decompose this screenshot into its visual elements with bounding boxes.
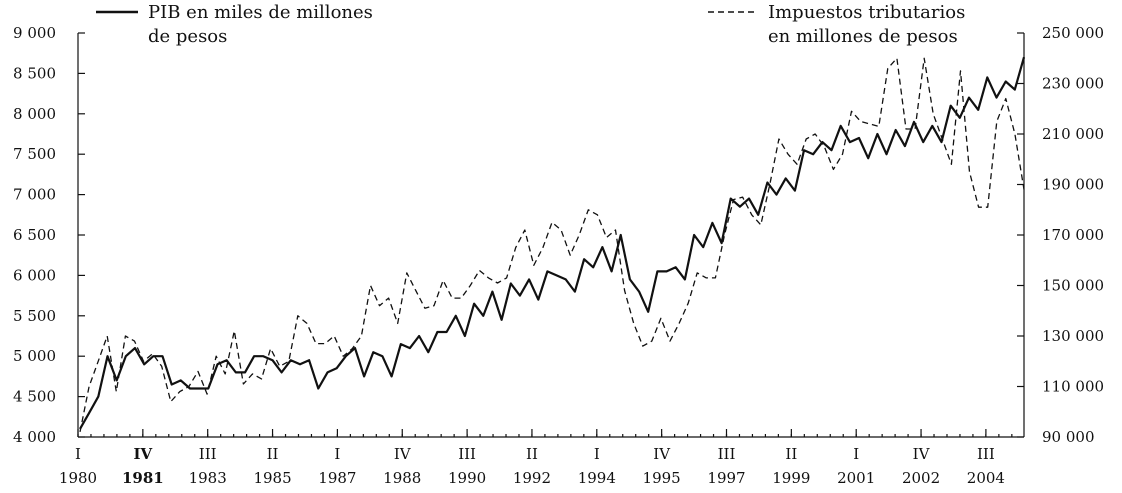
x-tick-label-quarter: III <box>718 445 736 463</box>
x-tick-label-year: 1981 <box>122 469 164 487</box>
x-tick-label-quarter: IV <box>913 445 931 463</box>
y-right-tick-label: 130 000 <box>1042 327 1104 345</box>
x-tick-label-year: 1987 <box>318 469 356 487</box>
series-layer <box>79 56 1026 433</box>
y-left-tick-label: 5 500 <box>13 307 56 325</box>
axes: 4 000 4 500 5 000 5 500 6 000 6 500 7 000 7 500… <box>13 24 1104 487</box>
x-tick-label-quarter: IV <box>134 445 153 463</box>
x-tick-label-year: 1992 <box>513 469 551 487</box>
legend-right-label-line2: en millones de pesos <box>768 26 958 47</box>
x-tick-label-quarter: I <box>75 445 81 463</box>
y-left-tick-label: 6 000 <box>13 266 56 284</box>
x-tick-label-quarter: I <box>853 445 859 463</box>
y-right-tick-label: 250 000 <box>1042 24 1104 42</box>
legend: PIB en miles de millones de pesos Impues… <box>96 2 965 47</box>
legend-right-label-line1: Impuestos tributarios <box>768 2 965 23</box>
y-left-tick-label: 4 500 <box>13 388 56 406</box>
legend-left-label-line2: de pesos <box>148 26 227 47</box>
y-left-tick-label: 7 000 <box>13 186 56 204</box>
y-right-tick-label: 210 000 <box>1042 125 1104 143</box>
y-right-tick-label: 90 000 <box>1042 428 1095 446</box>
series-line-pib <box>79 56 1026 430</box>
x-tick-label-year: 1980 <box>59 469 97 487</box>
y-left-tick-label: 8 000 <box>13 105 56 123</box>
x-tick-label-year: 1997 <box>707 469 745 487</box>
x-tick-label-year: 1983 <box>189 469 227 487</box>
y-left-tick-label: 8 500 <box>13 64 56 82</box>
x-tick-label-year: 2002 <box>902 469 940 487</box>
x-tick-label-quarter: I <box>594 445 600 463</box>
x-tick-label-year: 2001 <box>837 469 875 487</box>
y-left-tick-label: 9 000 <box>13 24 56 42</box>
x-tick-label-year: 1985 <box>253 469 291 487</box>
y-right-tick-label: 230 000 <box>1042 75 1104 93</box>
series-line-impuestos <box>79 57 1025 433</box>
y-left-tick-label: 6 500 <box>13 226 56 244</box>
x-tick-label-quarter: III <box>977 445 995 463</box>
y-right-tick-label: 190 000 <box>1042 176 1104 194</box>
x-tick-label-quarter: III <box>458 445 476 463</box>
x-tick-label-quarter: II <box>267 445 279 463</box>
x-tick-label-quarter: I <box>334 445 340 463</box>
x-tick-label-quarter: II <box>785 445 797 463</box>
y-left-tick-label: 4 000 <box>13 428 56 446</box>
x-tick-label-quarter: III <box>199 445 217 463</box>
x-tick-label-year: 1990 <box>448 469 486 487</box>
y-right-tick-label: 150 000 <box>1042 277 1104 295</box>
x-tick-label-year: 1994 <box>578 469 616 487</box>
x-tick-label-quarter: IV <box>653 445 671 463</box>
y-left-tick-label: 7 500 <box>13 145 56 163</box>
x-tick-label-year: 1988 <box>383 469 421 487</box>
y-right-tick-label: 170 000 <box>1042 226 1104 244</box>
x-tick-label-quarter: IV <box>394 445 412 463</box>
y-left-tick-label: 5 000 <box>13 347 56 365</box>
y-right-tick-label: 110 000 <box>1042 378 1104 396</box>
legend-left-label-line1: PIB en miles de millones <box>148 2 373 23</box>
x-tick-label-year: 1999 <box>772 469 810 487</box>
x-tick-label-quarter: II <box>526 445 538 463</box>
x-tick-label-year: 2004 <box>967 469 1005 487</box>
x-tick-label-year: 1995 <box>643 469 681 487</box>
